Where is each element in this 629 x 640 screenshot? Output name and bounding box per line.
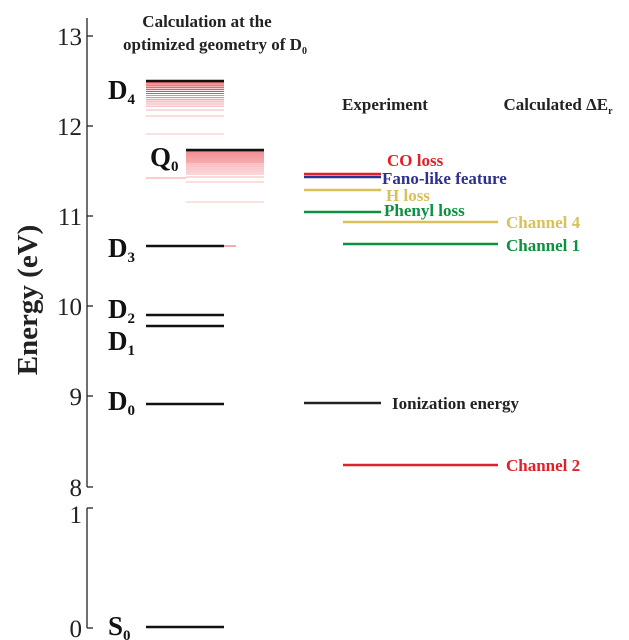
line-labels: CO loss Fano-like feature H loss Phenyl … [382, 151, 581, 475]
channel-1-label: Channel 1 [506, 236, 580, 255]
channel-4-label: Channel 4 [506, 213, 581, 232]
tick-label: 8 [70, 475, 83, 502]
energy-axis [86, 18, 93, 629]
calc-header-line2: optimized geometry of D0 [123, 35, 307, 57]
state-label-d4: D4 [108, 75, 136, 108]
tick-label: 11 [58, 204, 82, 231]
state-label-d1: D1 [108, 326, 135, 359]
state-label-d3: D3 [108, 233, 135, 266]
state-label-d2: D2 [108, 294, 135, 327]
calculated-states [146, 79, 264, 629]
calculated-lines [343, 220, 498, 467]
d4-excited-manifold [146, 82, 224, 135]
y-axis-label: Energy (eV) [12, 225, 44, 376]
calculated-header: Calculated ΔEr [503, 95, 613, 117]
state-labels: D4 Q0 D3 D2 D1 D0 S0 [108, 75, 179, 640]
tick-label: 0 [70, 616, 83, 640]
tick-label: 10 [57, 294, 82, 321]
fano-feature-label: Fano-like feature [382, 169, 507, 188]
tick-label: 12 [57, 114, 82, 141]
tick-label: 1 [70, 502, 83, 529]
state-label-d0: D0 [108, 386, 135, 419]
experiment-header: Experiment [342, 95, 428, 114]
channel-2-label: Channel 2 [506, 456, 580, 475]
h-loss-label: H loss [386, 186, 430, 205]
q0-excited-manifold [146, 151, 264, 203]
headers: Calculation at the optimized geometry of… [123, 12, 613, 117]
co-loss-label: CO loss [387, 151, 444, 170]
phenyl-loss-label: Phenyl loss [384, 201, 465, 220]
tick-labels: 13 12 11 10 9 8 1 0 [57, 24, 82, 640]
state-label-s0: S0 [108, 611, 131, 640]
experiment-lines [304, 172, 381, 405]
tick-label: 9 [70, 384, 83, 411]
state-label-q0: Q0 [150, 142, 179, 175]
ionization-energy-label: Ionization energy [392, 394, 520, 413]
tick-label: 13 [57, 24, 82, 51]
calc-header-line1: Calculation at the [142, 12, 272, 31]
